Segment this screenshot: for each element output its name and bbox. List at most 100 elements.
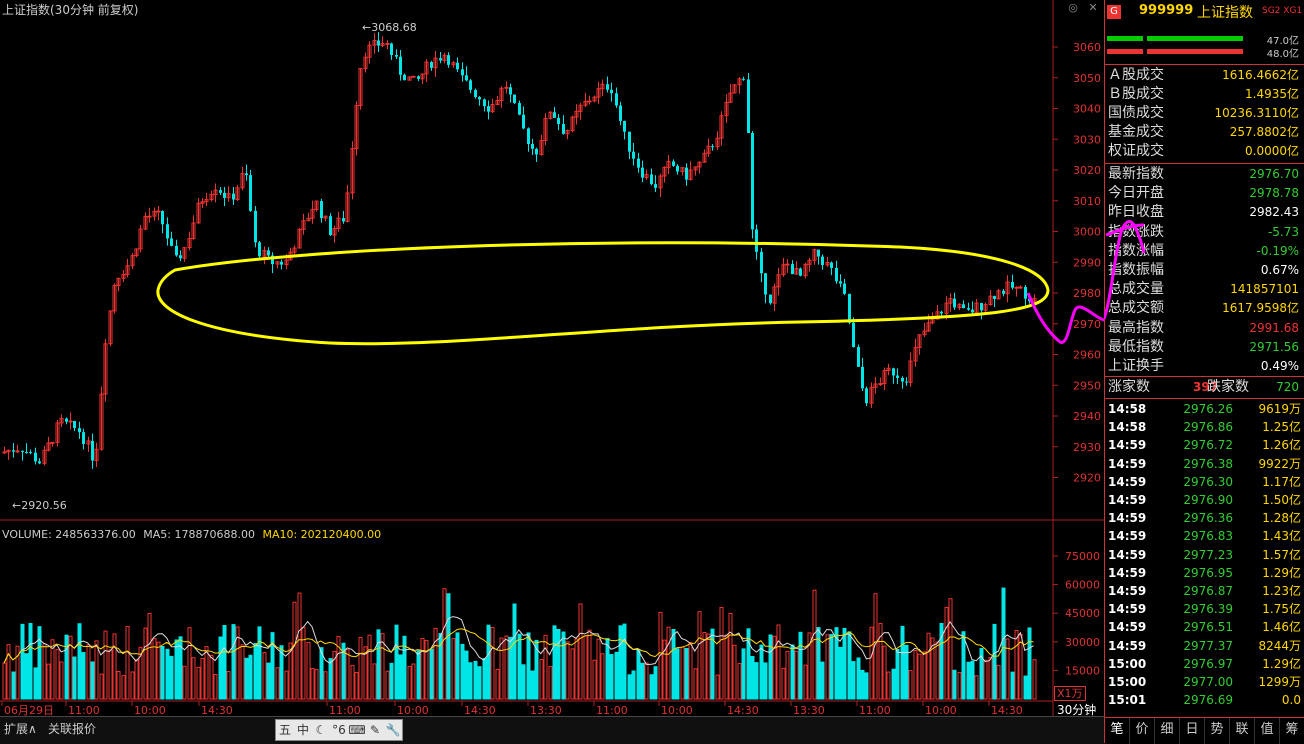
volume-bar	[640, 662, 645, 700]
tick-time: 15:00	[1108, 656, 1147, 671]
buy-ratio-bar: 47.0亿	[1105, 32, 1304, 47]
volume-bar	[116, 671, 121, 700]
volume-bar	[504, 635, 509, 700]
stat-value: 2982.43	[1249, 205, 1299, 220]
tick-amount: 1.28亿	[1262, 511, 1301, 526]
candle-body	[499, 87, 504, 101]
time-tick-label: 14:30	[991, 704, 1023, 716]
candle-body	[666, 160, 671, 168]
drawing-tool[interactable]: 中	[296, 723, 309, 737]
candle-body	[737, 78, 742, 86]
panel-tab[interactable]: 细	[1155, 718, 1180, 744]
candle-body	[543, 117, 548, 141]
panel-tab[interactable]: 值	[1255, 718, 1280, 744]
candle-body	[213, 189, 218, 196]
volume-bar	[1005, 638, 1010, 700]
group-badge[interactable]: G	[1107, 5, 1121, 19]
tick-time: 14:59	[1108, 474, 1147, 489]
time-tick-label: 10:00	[397, 704, 429, 716]
related-quotes-button[interactable]: 关联报价	[48, 722, 97, 736]
tick-price: 2976.72	[1183, 438, 1233, 453]
volume-bar	[46, 663, 51, 700]
index-name: 上证指数	[1197, 5, 1253, 21]
candle-body	[935, 311, 940, 320]
stat-label: 上证换手	[1108, 358, 1164, 374]
candle-body	[993, 296, 996, 299]
close-icon[interactable]: ✕	[1088, 1, 1098, 14]
panel-tab[interactable]: 筹	[1280, 718, 1304, 744]
candle-body	[112, 285, 117, 312]
tick-amount: 9922万	[1258, 456, 1301, 471]
candle-body	[78, 428, 81, 433]
time-tick-label: 11:00	[329, 704, 361, 716]
volume-bar	[37, 626, 42, 700]
volume-bar	[270, 632, 275, 700]
candle-body	[469, 80, 472, 90]
volume-bar	[442, 588, 447, 700]
volume-bar	[253, 643, 258, 700]
volume-bar	[152, 638, 157, 700]
tick-amount: 1.25亿	[1262, 420, 1301, 435]
tick-amount: 1299万	[1258, 675, 1301, 689]
volume-bar	[15, 645, 20, 700]
stat-value: -0.19%	[1256, 243, 1299, 258]
volume-bar	[477, 666, 482, 700]
candle-body	[988, 295, 993, 306]
tick-price: 2976.51	[1183, 620, 1233, 635]
candle-body	[628, 131, 631, 152]
candle-body	[170, 238, 173, 246]
window-buttons: ◎ ✕	[1060, 0, 1100, 15]
tick-price: 2976.97	[1183, 656, 1233, 671]
volume-bar	[627, 674, 632, 700]
drawing-tool[interactable]: ⌨	[348, 723, 366, 737]
period-label[interactable]: 30分钟	[1057, 703, 1097, 717]
volume-bar	[724, 634, 729, 700]
volume-bar	[631, 670, 636, 700]
candle-body	[29, 452, 32, 454]
price-tick-label: 2920	[1073, 472, 1101, 485]
price-tick-label: 2990	[1073, 256, 1101, 269]
drawing-tool[interactable]: 五	[278, 723, 291, 737]
stat-label: 指数涨跌	[1108, 223, 1164, 240]
drawing-tool[interactable]: 🔧	[385, 723, 401, 737]
panel-tab[interactable]: 联	[1230, 718, 1255, 744]
volume-bar	[732, 644, 737, 700]
candle-body	[1005, 281, 1010, 295]
volume-bar	[649, 674, 654, 700]
candlestick-chart[interactable]: 3060 3050 3040 3030 3020 3010 3000 2990 2980 2970…	[0, 0, 1104, 716]
volume-bar	[776, 624, 781, 700]
time-tick-label: 13:30	[793, 704, 825, 716]
drawing-tool[interactable]: ✎	[369, 723, 381, 737]
candle-body	[882, 370, 887, 385]
tick-price: 2976.36	[1183, 511, 1233, 526]
candle-body	[59, 418, 64, 424]
volume-bar	[878, 623, 883, 700]
panel-tab[interactable]: 势	[1205, 718, 1230, 744]
drawing-tool[interactable]: °6	[332, 723, 346, 737]
candle-body	[901, 377, 904, 382]
volume-bar	[772, 635, 777, 700]
candle-body	[187, 237, 192, 249]
drawing-tool[interactable]: ☾	[315, 723, 327, 737]
candle-body	[600, 83, 605, 90]
candle-body	[65, 418, 68, 422]
panel-tab[interactable]: 日	[1180, 718, 1205, 744]
tick-amount: 1.29亿	[1262, 656, 1301, 671]
candle-body	[794, 268, 799, 275]
volume-bar	[385, 670, 390, 700]
expand-button[interactable]: 扩展∧	[4, 722, 37, 736]
panel-tab[interactable]: 笔	[1105, 718, 1130, 744]
quote-header: G 999999 上证指数 SG2 XG1	[1105, 0, 1304, 24]
turnover-value: 1616.4662亿	[1222, 68, 1299, 82]
volume-bar	[222, 625, 227, 700]
settings-icon[interactable]: ◎	[1068, 1, 1078, 14]
candle-body	[417, 76, 420, 79]
candle-body	[161, 211, 164, 225]
candle-body	[922, 330, 927, 336]
turnover-label: Ａ股成交	[1108, 67, 1164, 83]
volume-bar	[697, 611, 702, 700]
chart-area[interactable]: 3060 3050 3040 3030 3020 3010 3000 2990 2980 2970…	[0, 0, 1104, 744]
candle-body	[980, 303, 983, 311]
panel-tab[interactable]: 价	[1130, 718, 1155, 744]
volume-bar	[398, 654, 403, 700]
